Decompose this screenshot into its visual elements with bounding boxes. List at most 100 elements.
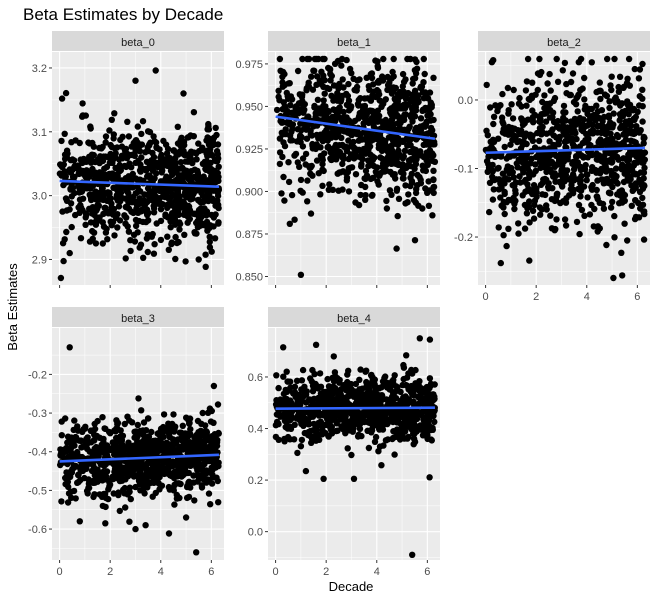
data-point: [337, 413, 344, 420]
data-point: [156, 486, 163, 493]
data-point: [146, 162, 154, 169]
data-point: [297, 392, 304, 400]
data-point: [421, 414, 428, 421]
data-point: [564, 153, 571, 160]
data-point: [305, 163, 313, 170]
data-point: [527, 160, 534, 167]
data-point: [294, 67, 302, 75]
data-point: [167, 199, 175, 207]
data-point: [505, 225, 512, 232]
data-point: [292, 104, 299, 112]
data-point: [158, 169, 165, 176]
data-point: [99, 172, 106, 180]
data-point: [607, 204, 615, 211]
data-point: [315, 431, 322, 438]
data-point: [165, 430, 173, 437]
data-point: [549, 109, 557, 116]
data-point: [186, 156, 193, 163]
data-point: [622, 128, 629, 135]
data-point: [380, 382, 387, 389]
data-point: [154, 200, 161, 207]
data-point: [419, 205, 426, 212]
data-point: [410, 441, 417, 448]
data-point: [309, 172, 316, 179]
data-point: [124, 467, 131, 474]
data-point: [508, 124, 516, 132]
data-point: [363, 172, 371, 179]
data-point: [116, 161, 123, 169]
data-point: [519, 138, 526, 146]
data-point: [378, 392, 385, 399]
data-point: [191, 458, 198, 465]
data-point: [560, 102, 568, 110]
data-point: [68, 494, 75, 501]
data-point: [395, 161, 402, 169]
data-point: [181, 211, 188, 218]
data-point: [170, 178, 178, 185]
data-point: [366, 417, 374, 424]
data-point: [194, 478, 201, 485]
data-point: [170, 473, 177, 480]
data-point: [130, 139, 137, 147]
data-point: [394, 387, 401, 394]
data-point: [136, 481, 144, 488]
data-point: [357, 366, 364, 373]
data-point: [294, 449, 301, 457]
data-point: [111, 232, 118, 239]
data-point: [511, 205, 518, 213]
facet-strip-label: beta_2: [547, 37, 581, 49]
data-point: [517, 130, 524, 138]
data-point: [300, 388, 308, 395]
data-point: [394, 113, 402, 120]
data-point: [136, 143, 143, 150]
data-point: [401, 116, 408, 124]
data-point: [627, 137, 635, 144]
data-point: [107, 430, 114, 437]
data-point: [504, 84, 512, 92]
data-point: [115, 489, 122, 496]
data-point: [198, 484, 206, 491]
data-point: [104, 445, 112, 453]
data-point: [195, 140, 202, 147]
data-point: [430, 116, 437, 124]
data-point: [123, 163, 130, 171]
data-point: [638, 158, 645, 165]
data-point: [198, 420, 205, 427]
data-point: [510, 174, 517, 181]
data-point: [525, 203, 533, 210]
data-point: [306, 396, 313, 404]
data-point: [186, 481, 193, 488]
data-point: [206, 443, 214, 450]
data-point: [215, 177, 222, 185]
data-point: [126, 417, 133, 424]
data-point: [321, 129, 328, 136]
data-point: [393, 126, 401, 134]
data-point: [102, 229, 110, 236]
data-point: [526, 257, 533, 264]
data-point: [604, 55, 611, 63]
data-point: [57, 446, 64, 453]
data-point: [112, 449, 120, 456]
data-point: [111, 110, 118, 117]
data-point: [58, 498, 65, 505]
data-point: [99, 186, 106, 194]
trend-line: [275, 406, 435, 410]
data-point: [212, 124, 219, 132]
data-point: [556, 152, 563, 160]
data-point: [338, 55, 346, 63]
data-point: [120, 450, 128, 458]
data-point: [180, 90, 187, 97]
data-point: [607, 130, 614, 137]
data-point: [191, 229, 198, 236]
data-point: [85, 484, 93, 492]
data-point: [102, 133, 110, 140]
data-point: [184, 219, 191, 226]
x-tick-label: 0: [273, 566, 279, 578]
data-point: [497, 102, 504, 109]
data-point: [314, 96, 322, 104]
data-point: [577, 193, 584, 200]
trend-line: [59, 453, 219, 463]
data-point: [105, 173, 113, 180]
data-point: [609, 198, 616, 206]
data-point: [150, 133, 157, 140]
